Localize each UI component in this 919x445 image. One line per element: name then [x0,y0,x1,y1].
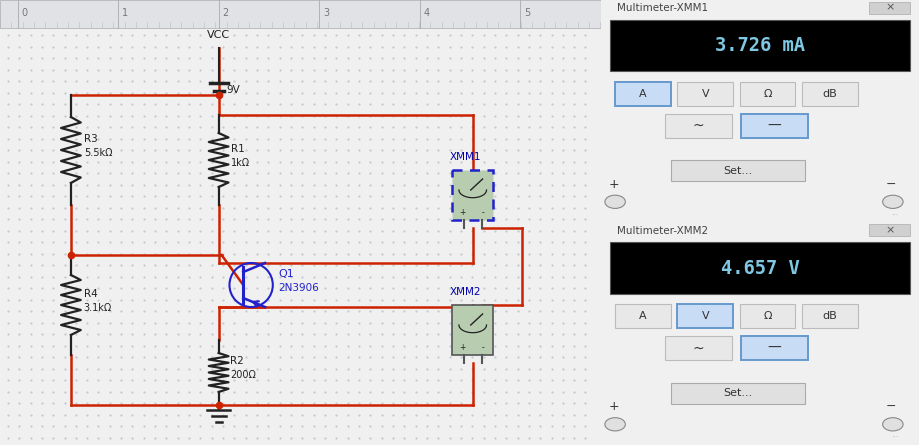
Text: ···: ··· [890,211,897,220]
Text: XMM1: XMM1 [449,152,481,162]
Bar [868,224,910,236]
Text: Q1: Q1 [278,269,294,279]
Text: A: A [639,311,646,321]
Bar [670,383,804,404]
Text: 0: 0 [22,8,28,18]
Text: Set...: Set... [722,388,752,398]
Text: +: + [607,178,618,191]
Text: R4: R4 [84,289,97,299]
Text: ~: ~ [692,119,703,133]
Circle shape [605,418,625,431]
Bar [451,170,493,220]
Bar [0,0,600,28]
Text: 3.726 mA: 3.726 mA [715,36,804,55]
Bar [609,20,910,72]
Bar [868,2,910,14]
Text: 3.1kΩ: 3.1kΩ [84,303,112,313]
Text: V: V [700,311,709,321]
Text: Ω: Ω [763,311,771,321]
Text: —: — [767,341,781,355]
Text: 1kΩ: 1kΩ [232,158,250,168]
Text: V: V [700,89,709,99]
Text: −: − [885,178,895,191]
Text: R1: R1 [232,144,245,154]
Text: +: + [459,208,465,217]
Text: 1: 1 [122,8,128,18]
Text: dB: dB [822,89,836,99]
Text: —: — [767,119,781,133]
Text: 9V: 9V [226,85,240,95]
Bar [664,336,731,360]
Circle shape [881,418,902,431]
Text: +: + [607,400,618,413]
Text: ···: ··· [890,433,897,442]
Text: Set...: Set... [722,166,752,176]
Text: 5: 5 [524,8,529,18]
Circle shape [881,195,902,208]
Text: XMM2: XMM2 [449,287,481,297]
Text: VCC: VCC [207,30,230,40]
Text: 2N3906: 2N3906 [278,283,319,293]
Bar [741,114,808,138]
Bar [664,114,731,138]
Circle shape [605,195,625,208]
Bar [801,304,857,328]
Bar [670,160,804,181]
Text: R3: R3 [84,134,97,144]
Bar [801,82,857,105]
Text: ~: ~ [692,341,703,355]
Bar [741,336,808,360]
Text: −: − [885,400,895,413]
Bar [609,242,910,294]
Text: R2: R2 [230,356,244,366]
Bar [615,304,670,328]
Text: 200Ω: 200Ω [230,370,256,380]
Text: A: A [639,89,646,99]
Text: ×: × [884,225,893,235]
Bar [739,82,795,105]
Text: -: - [481,343,483,352]
Text: Multimeter-XMM2: Multimeter-XMM2 [616,226,707,235]
Bar [676,82,732,105]
Bar [676,304,732,328]
Text: 2: 2 [222,8,229,18]
Text: Ω: Ω [763,89,771,99]
Text: +: + [459,343,465,352]
Text: 4: 4 [423,8,429,18]
Text: 3: 3 [323,8,329,18]
Bar [615,82,670,105]
Text: 4.657 V: 4.657 V [720,259,799,278]
Text: ×: × [884,3,893,13]
Text: Multimeter-XMM1: Multimeter-XMM1 [616,3,707,13]
Bar [739,304,795,328]
Text: 5.5kΩ: 5.5kΩ [84,148,112,158]
Text: dB: dB [822,311,836,321]
Text: -: - [481,208,483,217]
Bar [451,305,493,355]
